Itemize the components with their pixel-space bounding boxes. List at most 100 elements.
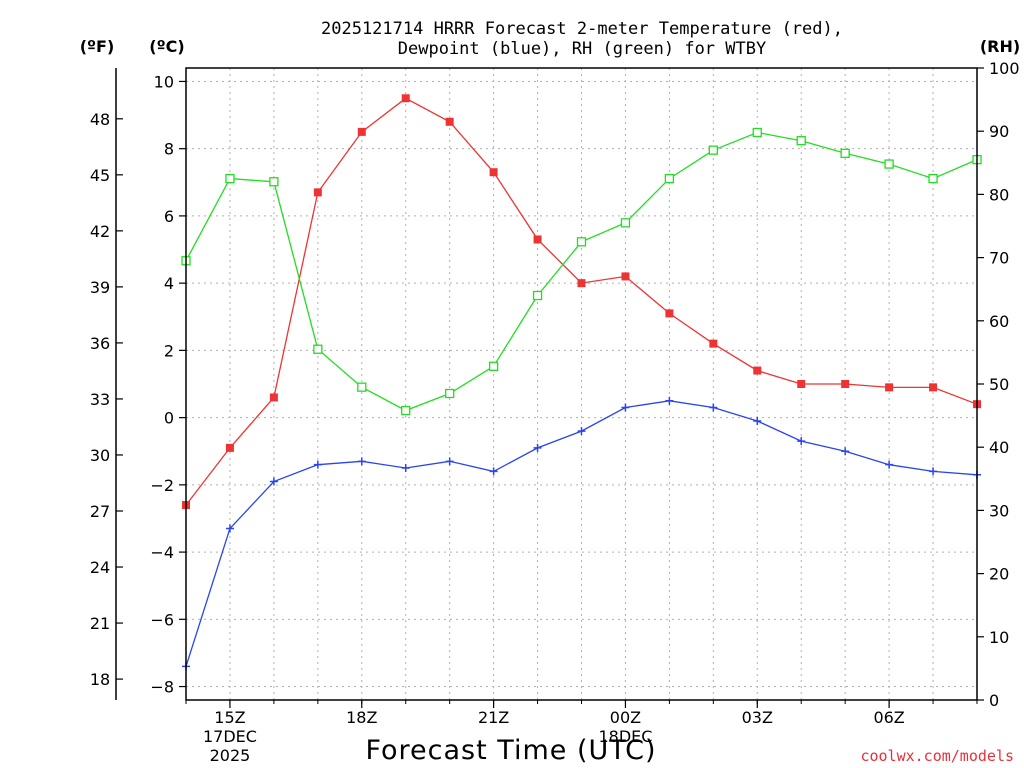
temp-point — [841, 380, 850, 388]
fahrenheit-tick-label: 30 — [90, 446, 110, 465]
temp-point — [445, 117, 454, 126]
grid — [186, 68, 977, 700]
temp-point — [401, 94, 410, 103]
rh-point — [928, 173, 938, 184]
dewpoint-point — [401, 464, 410, 473]
rh-tick-label: 60 — [989, 312, 1009, 331]
rh-point — [620, 218, 631, 228]
temp-point — [225, 443, 234, 452]
dewpoint-point — [797, 437, 806, 446]
x-axis-label: Forecast Time (UTC) — [365, 735, 656, 766]
fahrenheit-tick-label: 27 — [90, 502, 110, 521]
dewpoint-point — [885, 460, 894, 469]
fahrenheit-tick-label: 36 — [90, 334, 110, 353]
x-tick-label: 00Z — [610, 708, 641, 727]
dewpoint-point — [753, 416, 762, 425]
rh-point — [884, 159, 894, 169]
celsius-tick-label: 6 — [164, 207, 174, 226]
rh-point — [796, 136, 806, 146]
fahrenheit-tick-label: 33 — [90, 390, 110, 409]
celsius-unit-label: (ºC) — [149, 37, 184, 56]
axes-layer: −8−6−4−202468101821242730333639424548010… — [90, 59, 1020, 765]
rh-tick-label: 10 — [989, 628, 1009, 647]
celsius-tick-label: −2 — [150, 476, 174, 495]
rh-point — [576, 237, 587, 247]
temp-point — [357, 127, 366, 136]
dewpoint-point — [929, 467, 938, 476]
rh-point — [708, 145, 718, 155]
chart-title-line2: Dewpoint (blue), RH (green) for WTBY — [398, 39, 766, 59]
fahrenheit-tick-label: 18 — [90, 670, 110, 689]
rh-tick-label: 40 — [989, 438, 1009, 457]
rh-tick-label: 80 — [989, 185, 1009, 204]
dewpoint-point — [313, 460, 322, 469]
celsius-tick-label: −4 — [150, 543, 174, 562]
rh-tick-label: 100 — [989, 59, 1020, 78]
rh-point — [840, 148, 850, 158]
celsius-tick-label: 0 — [164, 409, 174, 428]
temp-point — [269, 393, 278, 402]
rh-tick-label: 50 — [989, 375, 1009, 394]
x-date-label: 17DEC — [203, 727, 257, 746]
temp-point — [489, 168, 498, 177]
dewpoint-point — [357, 457, 366, 466]
x-year-label: 2025 — [210, 746, 251, 765]
x-tick-label: 15Z — [214, 708, 245, 727]
x-tick-label: 06Z — [873, 708, 904, 727]
rh-tick-label: 20 — [989, 565, 1009, 584]
fahrenheit-tick-label: 42 — [90, 222, 110, 241]
rh-point — [532, 290, 543, 301]
temp-point — [709, 339, 718, 348]
x-tick-label: 21Z — [478, 708, 509, 727]
temp-point — [621, 272, 630, 281]
rh-unit-label: (RH) — [980, 37, 1020, 56]
rh-point — [225, 173, 235, 184]
rh-point — [401, 405, 411, 416]
dewpoint-point — [445, 457, 454, 466]
celsius-tick-label: 8 — [164, 140, 174, 159]
rh-point — [357, 382, 367, 392]
fahrenheit-unit-label: (ºF) — [80, 37, 115, 56]
rh-point — [269, 177, 279, 187]
x-date-label: 18DEC — [598, 727, 652, 746]
dewpoint-point — [841, 447, 850, 456]
fahrenheit-tick-label: 45 — [90, 166, 110, 185]
x-tick-label: 18Z — [346, 708, 377, 727]
temp-point — [929, 383, 938, 392]
celsius-tick-label: 4 — [164, 274, 174, 293]
rh-point — [752, 127, 762, 138]
temp-point — [665, 309, 674, 318]
rh-point — [488, 361, 499, 371]
rh-tick-label: 70 — [989, 249, 1009, 268]
dewpoint-point — [577, 427, 586, 436]
rh-tick-label: 0 — [989, 691, 999, 710]
dewpoint-point — [489, 467, 498, 476]
fahrenheit-tick-label: 39 — [90, 278, 110, 297]
dewpoint-point — [225, 524, 234, 533]
dewpoint-point — [709, 403, 718, 412]
dewpoint-point — [269, 477, 278, 486]
rh-point — [664, 173, 675, 184]
series-layer — [181, 94, 982, 671]
temp-point — [885, 383, 894, 392]
dewpoint-point — [621, 403, 630, 412]
dewpoint-point — [665, 396, 674, 405]
celsius-tick-label: −6 — [150, 610, 174, 629]
temp-point — [797, 380, 806, 388]
celsius-tick-label: 10 — [154, 72, 174, 91]
temp-point — [313, 188, 322, 197]
rh-tick-label: 90 — [989, 122, 1009, 141]
temp-point — [577, 279, 586, 288]
dewpoint-point — [533, 443, 542, 452]
credit-text: coolwx.com/models — [860, 747, 1014, 765]
x-tick-label: 03Z — [742, 708, 773, 727]
celsius-tick-label: 2 — [164, 341, 174, 360]
rh-point — [445, 388, 455, 399]
plot-frame — [185, 67, 978, 701]
rh-tick-label: 30 — [989, 501, 1009, 520]
celsius-tick-label: −8 — [150, 678, 174, 697]
fahrenheit-tick-label: 48 — [90, 110, 110, 129]
chart-title-line1: 2025121714 HRRR Forecast 2-meter Tempera… — [321, 19, 843, 39]
fahrenheit-tick-label: 24 — [90, 558, 110, 577]
